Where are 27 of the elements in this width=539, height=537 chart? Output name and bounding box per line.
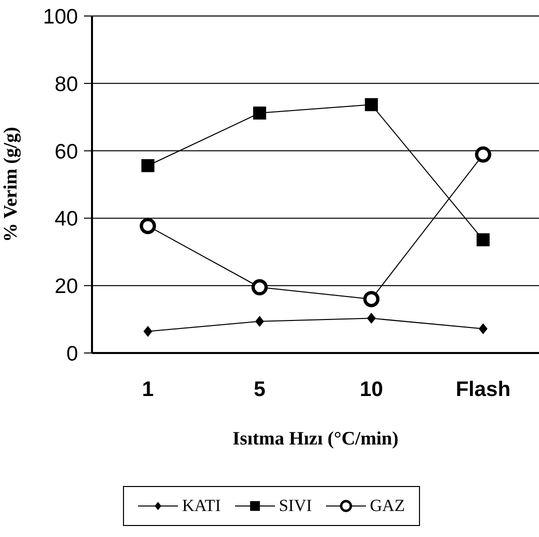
- y-tick-label: 40: [54, 208, 78, 231]
- point: [364, 98, 378, 112]
- y-axis-title: % Verim (g/g): [0, 126, 22, 242]
- point: [476, 233, 490, 246]
- y-tick-label: 60: [54, 140, 78, 164]
- x-tick-label: 5: [254, 378, 266, 401]
- point: [253, 106, 266, 120]
- y-tick-label: 80: [54, 72, 78, 96]
- point: [478, 323, 488, 334]
- point: [141, 159, 154, 172]
- legend-label: SIVI: [278, 496, 312, 516]
- x-tick-label: 1: [142, 378, 154, 401]
- legend-label: GAZ: [370, 496, 405, 516]
- point: [140, 218, 156, 234]
- x-axis-title: Isıtma Hızı (°C/min): [232, 428, 398, 450]
- point: [363, 290, 380, 308]
- y-tick-label: 20: [54, 275, 78, 298]
- point: [143, 326, 152, 337]
- y-tick-label: 100: [42, 5, 78, 28]
- point: [475, 146, 492, 163]
- point: [255, 316, 264, 327]
- point: [252, 279, 268, 296]
- x-tick-label: Flash: [456, 378, 511, 401]
- y-tick-label: 0: [66, 342, 78, 366]
- x-tick-label: 10: [360, 378, 384, 401]
- legend-label: KATI: [182, 496, 221, 516]
- point: [366, 312, 376, 324]
